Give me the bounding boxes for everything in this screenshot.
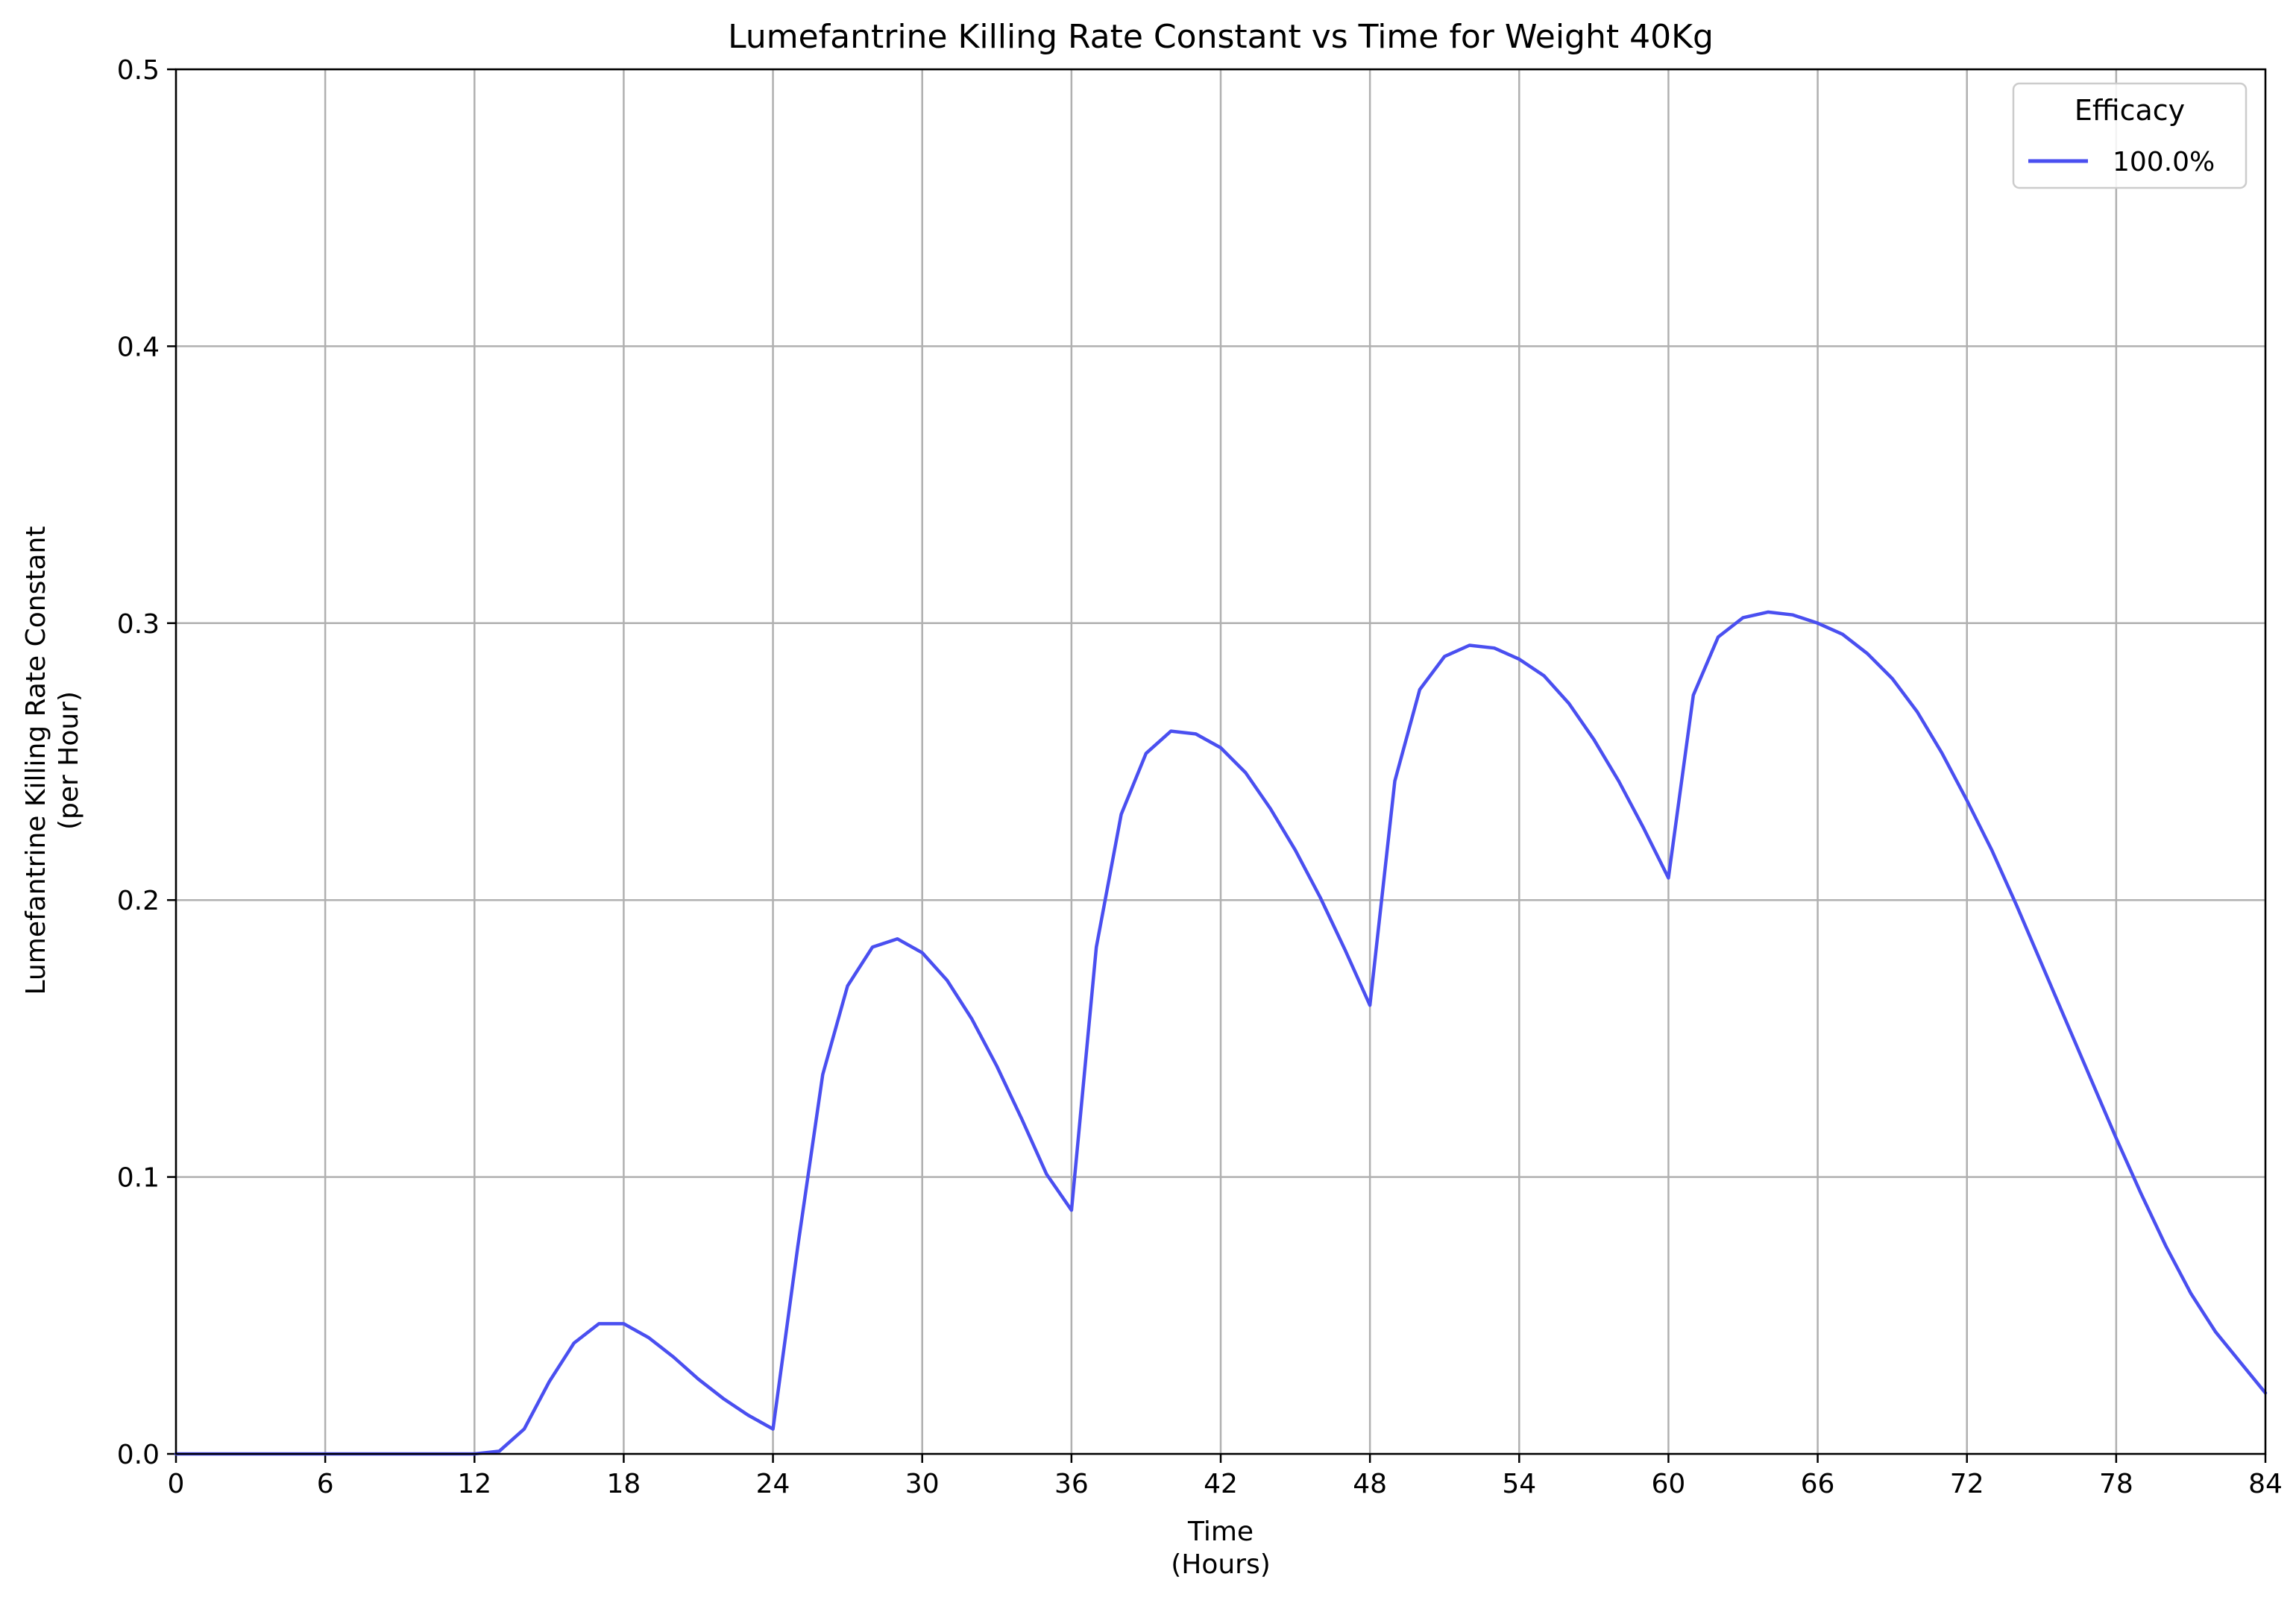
- series-layer: [174, 610, 2268, 1456]
- x-tick-label: 18: [607, 1469, 641, 1499]
- y-tick-label: 0.0: [117, 1440, 160, 1470]
- tick-layer: 0 6 12 18 24 30 36 42 48 54 60 66 72 78 84 0.0 0.1 0.2 0.3…: [117, 55, 2283, 1499]
- x-tick-label: 78: [2099, 1469, 2133, 1499]
- plot-frame: [174, 68, 2267, 1455]
- x-tick-label: 54: [1502, 1469, 1536, 1499]
- y-tick-label: 0.1: [117, 1163, 160, 1194]
- y-axis-label: Lumefantrine Killing Rate Constant: [21, 526, 51, 995]
- y-tick-label: 0.2: [117, 886, 160, 916]
- x-axis-unit-label: (Hours): [1171, 1549, 1271, 1580]
- x-tick-label: 84: [2248, 1469, 2283, 1499]
- x-tick-label: 42: [1204, 1469, 1238, 1499]
- x-tick-label: 48: [1353, 1469, 1387, 1499]
- legend: Efficacy 100.0%: [2012, 82, 2248, 189]
- x-tick-label: 0: [168, 1469, 185, 1499]
- x-tick-label: 6: [317, 1469, 334, 1499]
- chart-title: Lumefantrine Killing Rate Constant vs Ti…: [728, 18, 1714, 56]
- legend-title: Efficacy: [2075, 94, 2185, 127]
- x-tick-label: 60: [1652, 1469, 1686, 1499]
- x-tick-label: 66: [1801, 1469, 1835, 1499]
- y-axis-unit-label: (per Hour): [54, 691, 84, 830]
- x-tick-label: 36: [1054, 1469, 1089, 1499]
- y-tick-label: 0.3: [117, 609, 160, 640]
- x-tick-label: 30: [905, 1469, 940, 1499]
- grid-layer: [174, 68, 2267, 1455]
- x-tick-label: 24: [756, 1469, 790, 1499]
- series-line: [174, 610, 2268, 1456]
- legend-entry-label: 100.0%: [2113, 147, 2215, 177]
- x-tick-label: 72: [1950, 1469, 1984, 1499]
- x-tick-label: 12: [457, 1469, 491, 1499]
- y-tick-label: 0.5: [117, 55, 160, 86]
- y-tick-label: 0.4: [117, 332, 160, 362]
- x-axis-label: Time: [1187, 1517, 1254, 1547]
